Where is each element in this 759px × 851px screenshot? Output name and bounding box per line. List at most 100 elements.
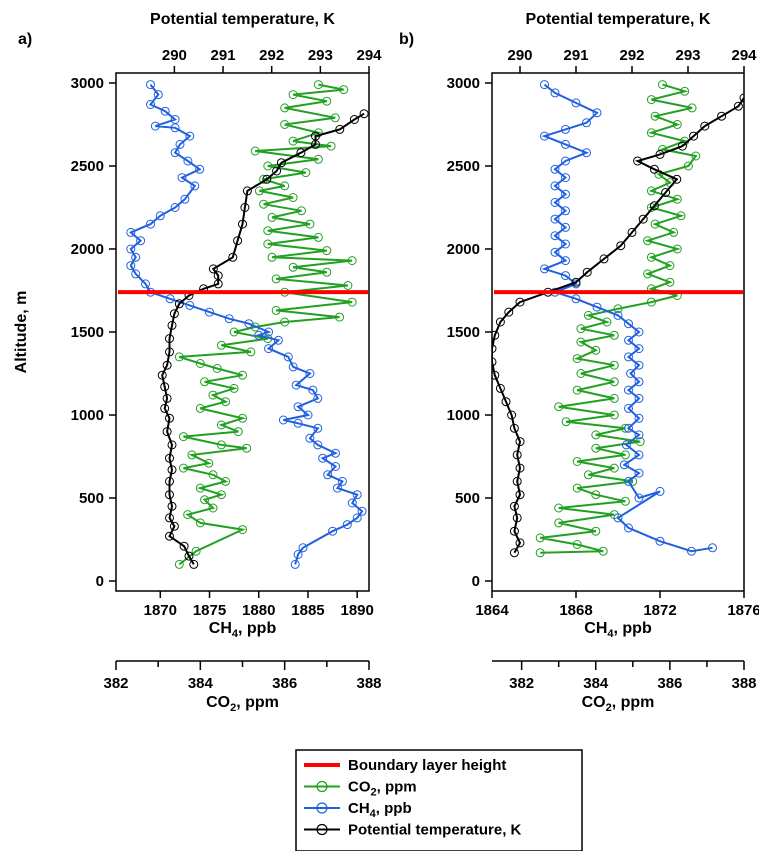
data-point-ch4 [561,189,570,199]
data-point-ch4 [146,80,155,90]
top-tick-label: 291 [211,47,236,64]
data-point-theta [208,264,218,274]
data-point-theta [262,174,272,184]
series-co2 [174,80,357,569]
data-point-ch4 [634,493,644,503]
data-point-ch4 [624,319,633,329]
data-point-co2 [561,417,571,427]
data-point-co2 [572,457,582,466]
panel-label: b) [399,31,414,48]
data-point-theta [672,174,682,184]
data-point-theta [272,166,282,176]
data-point-ch4 [634,377,644,387]
data-point-co2 [174,352,184,362]
co2-axis-label: CO2, ppm [582,694,655,714]
data-point-ch4 [352,490,362,500]
data-point-co2 [335,312,344,322]
data-point-ch4 [550,214,560,224]
data-point-theta [492,344,497,354]
data-point-ch4 [337,476,347,486]
legend-label-ch4: CH4, ppb [348,800,412,820]
data-point-co2 [583,470,593,480]
data-point-co2 [613,304,623,314]
co2-tick-label: 384 [583,675,609,692]
data-point-co2 [187,450,197,460]
data-point-ch4 [540,80,549,90]
data-point-co2 [339,85,349,95]
data-point-co2 [650,219,660,229]
data-point-co2 [646,128,656,138]
top-tick-label: 292 [619,47,644,64]
data-point-theta [165,490,174,500]
data-point-theta [649,164,659,174]
data-point-co2 [204,458,214,468]
data-point-theta [689,131,699,141]
data-point-ch4 [561,222,570,232]
data-point-theta [509,501,519,511]
data-point-co2 [301,168,311,178]
data-point-theta [504,307,514,317]
data-point-co2 [672,244,682,254]
data-point-co2 [191,546,201,556]
data-point-ch4 [224,314,234,324]
co2-tick-label: 386 [657,675,682,692]
legend-label-blh: Boundary layer height [348,757,506,774]
data-point-co2 [576,324,586,334]
data-point-ch4 [175,139,185,149]
data-point-theta [189,559,199,569]
data-point-ch4 [550,88,560,98]
data-point-co2 [216,490,226,500]
data-point-ch4 [634,450,644,460]
data-point-co2 [183,510,193,520]
top-tick-label: 294 [731,47,757,64]
y-tick-label: 0 [96,573,104,590]
data-point-co2 [583,310,593,320]
data-point-co2 [216,440,226,450]
data-point-theta [167,465,177,475]
data-point-theta [349,115,359,124]
data-point-ch4 [561,256,570,266]
data-point-ch4 [264,344,274,354]
data-point-co2 [680,86,690,96]
ch4-tick-label: 1880 [242,602,275,619]
data-point-theta [167,440,177,450]
data-point-co2 [665,277,675,287]
y-tick-label: 2500 [447,158,480,175]
data-point-ch4 [540,264,549,274]
data-point-ch4 [153,90,163,100]
data-point-co2 [572,483,582,493]
y-tick-label: 1500 [71,324,104,341]
data-point-ch4 [177,173,187,183]
data-point-theta [492,357,497,367]
data-point-co2 [554,503,564,513]
data-point-ch4 [131,252,141,262]
data-point-theta [512,450,522,460]
data-point-ch4 [708,543,717,553]
ch4-tick-label: 1868 [559,602,592,619]
data-point-co2 [288,90,298,100]
ch4-axis-label: CH4, ppb [584,620,652,640]
data-point-co2 [572,540,582,549]
top-tick-label: 292 [259,47,284,64]
data-point-co2 [572,354,582,364]
data-point-ch4 [180,194,190,204]
data-point-ch4 [634,430,644,440]
data-point-co2 [233,427,243,437]
data-point-theta [335,124,345,134]
data-point-co2 [208,390,218,400]
data-point-ch4 [323,470,333,480]
data-point-co2 [322,96,332,106]
data-point-theta [661,188,671,197]
data-point-theta [162,393,172,403]
data-point-ch4 [571,294,581,304]
data-point-ch4 [582,148,591,158]
data-point-theta [677,141,687,151]
series-line-ch4 [128,83,364,565]
data-point-co2 [313,128,323,138]
data-point-ch4 [190,181,200,191]
data-point-ch4 [561,139,570,149]
panel-label: a) [18,31,32,48]
series-line-theta [161,112,365,565]
data-point-theta [515,463,525,473]
data-point-co2 [280,103,290,113]
